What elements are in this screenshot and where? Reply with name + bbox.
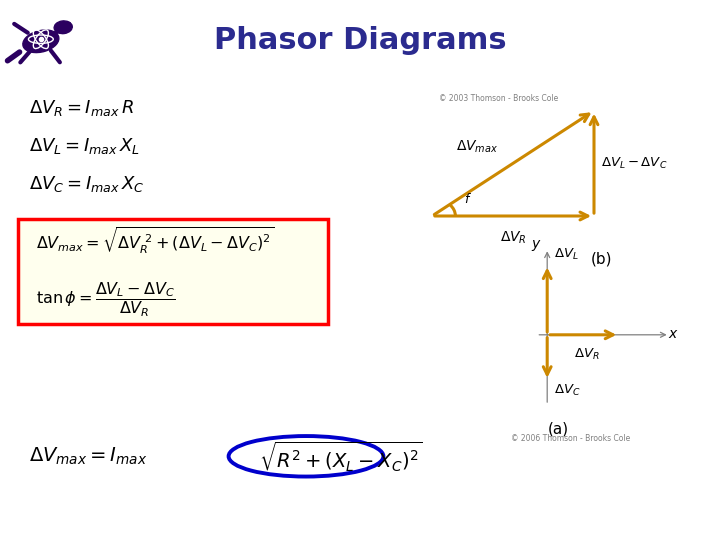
Bar [18,219,328,324]
Text: $f$: $f$ [464,192,472,206]
Text: $\Delta V_L$: $\Delta V_L$ [554,247,579,262]
Text: $\Delta V_R = I_{max}\, R$: $\Delta V_R = I_{max}\, R$ [29,98,134,118]
FancyArrowPatch shape [51,51,60,62]
Text: © 2003 Thomson - Brooks Cole: © 2003 Thomson - Brooks Cole [439,93,559,103]
Ellipse shape [54,21,72,33]
Text: © 2006 Thomson - Brooks Cole: © 2006 Thomson - Brooks Cole [511,434,631,443]
Text: $\Delta V_{max} = I_{max}$: $\Delta V_{max} = I_{max}$ [29,446,148,467]
FancyArrowPatch shape [14,24,28,33]
Text: $\Delta V_L = I_{max}\, X_L$: $\Delta V_L = I_{max}\, X_L$ [29,136,140,156]
Text: $\Delta V_{max}$: $\Delta V_{max}$ [456,139,498,156]
Text: $\Delta V_R$: $\Delta V_R$ [500,230,526,246]
FancyArrowPatch shape [7,52,19,60]
FancyArrowPatch shape [20,50,31,63]
Text: $\Delta V_C$: $\Delta V_C$ [554,383,581,399]
Text: (b): (b) [590,251,612,266]
Text: (a): (a) [547,421,569,436]
Text: $y$: $y$ [531,238,541,253]
Text: $\Delta V_C = I_{max}\, X_C$: $\Delta V_C = I_{max}\, X_C$ [29,173,144,194]
Text: $\tan\phi = \dfrac{\Delta V_L - \Delta V_C}{\Delta V_R}$: $\tan\phi = \dfrac{\Delta V_L - \Delta V… [36,280,176,319]
Text: $\Delta V_{max} = \sqrt{\Delta V_R^{\ 2} + (\Delta V_L - \Delta V_C)^2}$: $\Delta V_{max} = \sqrt{\Delta V_R^{\ 2}… [36,225,274,255]
FancyArrowPatch shape [55,24,69,33]
Text: $\Delta V_L - \Delta V_C$: $\Delta V_L - \Delta V_C$ [601,156,667,171]
Text: $\sqrt{R^2 + (X_L - X_C)^2}$: $\sqrt{R^2 + (X_L - X_C)^2}$ [259,440,423,473]
Text: Phasor Diagrams: Phasor Diagrams [214,26,506,55]
Text: $\Delta V_R$: $\Delta V_R$ [574,347,600,362]
Ellipse shape [23,30,59,52]
Text: $x$: $x$ [668,327,678,341]
